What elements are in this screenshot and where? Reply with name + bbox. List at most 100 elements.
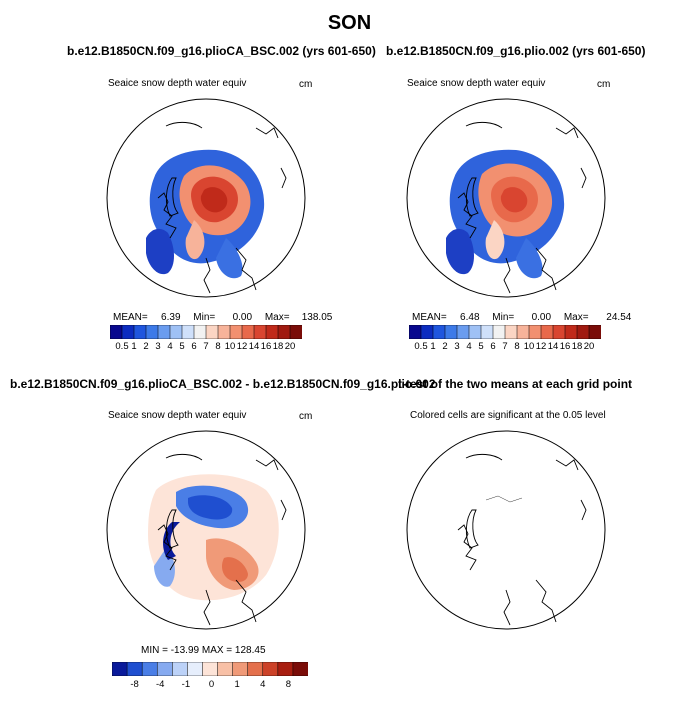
colorbar-tick-label: 3 <box>155 341 161 352</box>
colorbar-tick-label: 12 <box>236 341 248 352</box>
colorbar-box <box>169 325 183 339</box>
colorbar-box <box>253 325 267 339</box>
colorbar-tick-label: 18 <box>272 341 284 352</box>
colorbar-tick-label: 0 <box>208 679 215 690</box>
min-label: Min= <box>492 312 515 323</box>
panel-4-title: t-test of the two means at each grid poi… <box>398 377 633 391</box>
panel-3-colorbar <box>112 662 308 676</box>
colorbar-box <box>172 662 188 676</box>
colorbar-box <box>229 325 243 339</box>
colorbar-tick-label: 8 <box>514 341 520 352</box>
colorbar-tick-label: 0.5 <box>115 341 129 352</box>
colorbar-box <box>121 325 135 339</box>
mean-label: MEAN= <box>412 312 447 323</box>
panel-4-map <box>406 430 606 630</box>
colorbar-tick-label: 8 <box>215 341 221 352</box>
colorbar-box <box>292 662 308 676</box>
colorbar-tick-label: -4 <box>155 679 165 690</box>
colorbar-box <box>516 325 530 339</box>
colorbar-box <box>528 325 542 339</box>
colorbar-box <box>262 662 279 676</box>
colorbar-box <box>145 325 159 339</box>
panel-3-subtitle: Seaice snow depth water equiv <box>108 410 247 421</box>
panel-1-title: b.e12.B1850CN.f09_g16.plioCA_BSC.002 (yr… <box>67 44 376 58</box>
panel-2-title: b.e12.B1850CN.f09_g16.plio.002 (yrs 601-… <box>386 44 646 58</box>
colorbar-tick-label: 4 <box>466 341 472 352</box>
colorbar-box <box>205 325 219 339</box>
panel-2-units: cm <box>597 79 611 90</box>
colorbar-box <box>564 325 578 339</box>
panel-1-colorbar-labels: 0.5 1 2 3 4 5 6 7 8 10 12 14 16 18 20 <box>110 341 310 355</box>
colorbar-box <box>480 325 494 339</box>
colorbar-box <box>576 325 590 339</box>
max-value: 24.54 <box>606 312 632 323</box>
colorbar-tick-label: 2 <box>442 341 448 352</box>
colorbar-tick-label: 20 <box>284 341 296 352</box>
min-label: Min= <box>193 312 216 323</box>
mean-value: 6.39 <box>161 312 181 323</box>
colorbar-box <box>156 662 173 676</box>
colorbar-tick-label: 10 <box>523 341 535 352</box>
colorbar-box <box>409 325 422 339</box>
colorbar-box <box>217 662 234 676</box>
colorbar-tick-label: 1 <box>234 679 240 690</box>
colorbar-tick-label: 0.5 <box>414 341 428 352</box>
colorbar-box <box>468 325 482 339</box>
colorbar-tick-label: 4 <box>167 341 173 352</box>
panel-3-colorbar-labels: -8 -4 -1 0 1 4 8 <box>112 679 312 693</box>
colorbar-tick-label: 8 <box>285 679 292 690</box>
colorbar-box <box>141 662 158 676</box>
panel-2-stats: MEAN= 6.48 Min= 0.00 Max= 24.54 <box>412 312 631 323</box>
panel-1-units: cm <box>299 79 313 90</box>
colorbar-tick-label: 12 <box>535 341 547 352</box>
colorbar-box <box>112 662 128 676</box>
colorbar-box <box>241 325 255 339</box>
panel-1-map <box>106 98 306 298</box>
colorbar-tick-label: -8 <box>130 679 139 690</box>
colorbar-box <box>552 325 566 339</box>
colorbar-tick-label: 6 <box>490 341 496 352</box>
colorbar-box <box>181 325 195 339</box>
colorbar-tick-label: 2 <box>143 341 149 352</box>
colorbar-box <box>588 325 601 339</box>
colorbar-box <box>492 325 506 339</box>
colorbar-box <box>456 325 470 339</box>
colorbar-box <box>133 325 147 339</box>
colorbar-tick-label: 6 <box>191 341 197 352</box>
colorbar-box <box>187 662 204 676</box>
colorbar-tick-label: 1 <box>430 341 436 352</box>
colorbar-tick-label: 5 <box>478 341 484 352</box>
colorbar-box <box>202 662 219 676</box>
panel-4-subtitle: Colored cells are significant at the 0.0… <box>410 410 606 421</box>
colorbar-tick-label: 10 <box>224 341 236 352</box>
colorbar-tick-label: 1 <box>131 341 137 352</box>
colorbar-tick-label: 7 <box>203 341 209 352</box>
colorbar-tick-label: 20 <box>583 341 595 352</box>
colorbar-tick-label: 7 <box>502 341 508 352</box>
panel-1-stats: MEAN= 6.39 Min= 0.00 Max= 138.05 <box>113 312 332 323</box>
colorbar-box <box>444 325 458 339</box>
colorbar-tick-label: 4 <box>260 679 266 690</box>
colorbar-box <box>232 662 249 676</box>
mean-label: MEAN= <box>113 312 148 323</box>
panel-2-colorbar-labels: 0.5 1 2 3 4 5 6 7 8 10 12 14 16 18 20 <box>409 341 609 355</box>
min-value: 0.00 <box>531 312 552 323</box>
colorbar-box <box>126 662 143 676</box>
colorbar-box <box>432 325 446 339</box>
colorbar-box <box>420 325 434 339</box>
colorbar-box <box>247 662 264 676</box>
panel-3-units: cm <box>299 411 313 422</box>
panel-1-subtitle: Seaice snow depth water equiv <box>108 78 247 89</box>
colorbar-tick-label: 16 <box>559 341 571 352</box>
colorbar-box <box>157 325 171 339</box>
colorbar-box <box>504 325 518 339</box>
colorbar-tick-label: 5 <box>179 341 185 352</box>
panel-3-title: b.e12.B1850CN.f09_g16.plioCA_BSC.002 - b… <box>10 377 436 391</box>
panel-3-map <box>106 430 306 630</box>
colorbar-tick-label: 3 <box>454 341 460 352</box>
panel-2-colorbar <box>409 325 601 339</box>
colorbar-box <box>289 325 302 339</box>
mean-value: 6.48 <box>460 312 480 323</box>
colorbar-tick-label: -1 <box>181 679 191 690</box>
panel-1-colorbar <box>110 325 302 339</box>
